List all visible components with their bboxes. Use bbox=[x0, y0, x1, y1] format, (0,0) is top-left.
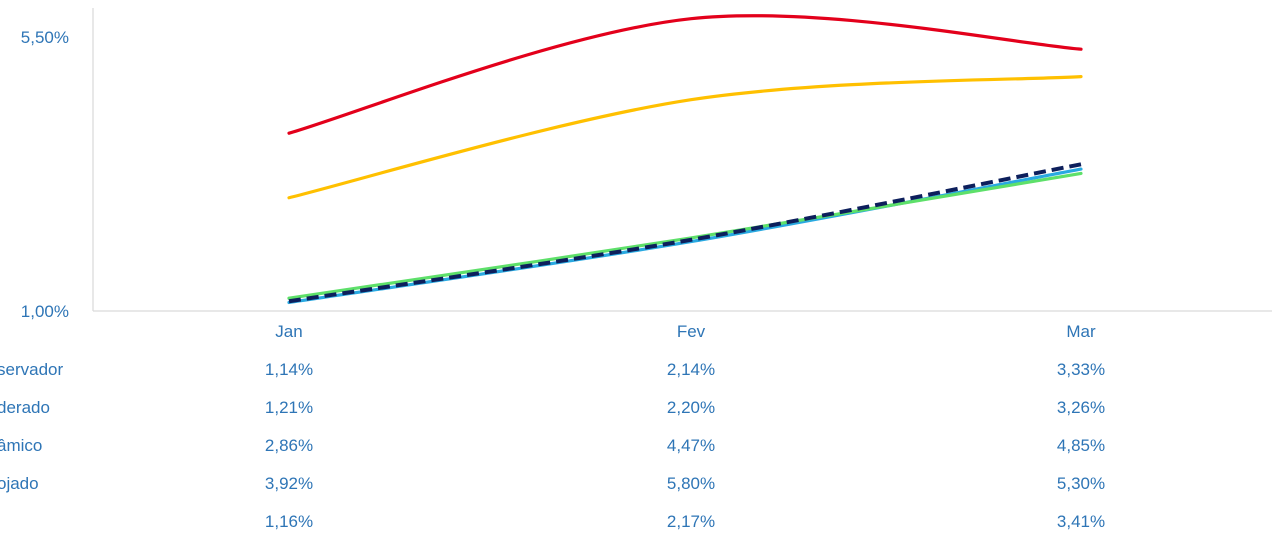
table-cell-value: 2,14% bbox=[667, 360, 715, 379]
series-line-2 bbox=[287, 171, 1083, 300]
table-row-label: servador bbox=[0, 360, 63, 379]
table-cell-value: 4,85% bbox=[1057, 436, 1105, 455]
table-cell-value: 1,21% bbox=[265, 398, 313, 417]
series-lines bbox=[287, 14, 1083, 305]
table-cell-value: 5,30% bbox=[1057, 474, 1105, 493]
table-cell-value: 3,92% bbox=[265, 474, 313, 493]
table-cell-value: 3,26% bbox=[1057, 398, 1105, 417]
table-cell-value: 2,86% bbox=[265, 436, 313, 455]
table-row-label: âmico bbox=[0, 436, 42, 455]
series-line-3 bbox=[287, 75, 1083, 200]
y-tick-labels: 1,00% 5,50% bbox=[21, 28, 69, 321]
x-tick-label: Mar bbox=[1066, 322, 1096, 341]
table-cell-value: 2,20% bbox=[667, 398, 715, 417]
table-cell-value: 5,80% bbox=[667, 474, 715, 493]
series-line-5 bbox=[288, 162, 1082, 304]
series-line-4 bbox=[287, 14, 1083, 135]
table-cell-value: 3,33% bbox=[1057, 360, 1105, 379]
table-cell-value: 4,47% bbox=[667, 436, 715, 455]
x-tick-label: Jan bbox=[275, 322, 302, 341]
table-row-label: ojado bbox=[0, 474, 39, 493]
table-cell-value: 1,16% bbox=[265, 512, 313, 531]
y-tick-label: 1,00% bbox=[21, 302, 69, 321]
series-line-1 bbox=[287, 167, 1083, 305]
y-tick-label: 5,50% bbox=[21, 28, 69, 47]
data-table: servador 1,14% 2,14% 3,33% derado 1,21% 2,20% 3… bbox=[0, 360, 1105, 531]
table-row-label: derado bbox=[0, 398, 50, 417]
table-cell-value: 2,17% bbox=[667, 512, 715, 531]
table-cell-value: 1,14% bbox=[265, 360, 313, 379]
x-tick-labels: Jan Fev Mar bbox=[275, 322, 1096, 341]
x-tick-label: Fev bbox=[677, 322, 706, 341]
table-cell-value: 3,41% bbox=[1057, 512, 1105, 531]
